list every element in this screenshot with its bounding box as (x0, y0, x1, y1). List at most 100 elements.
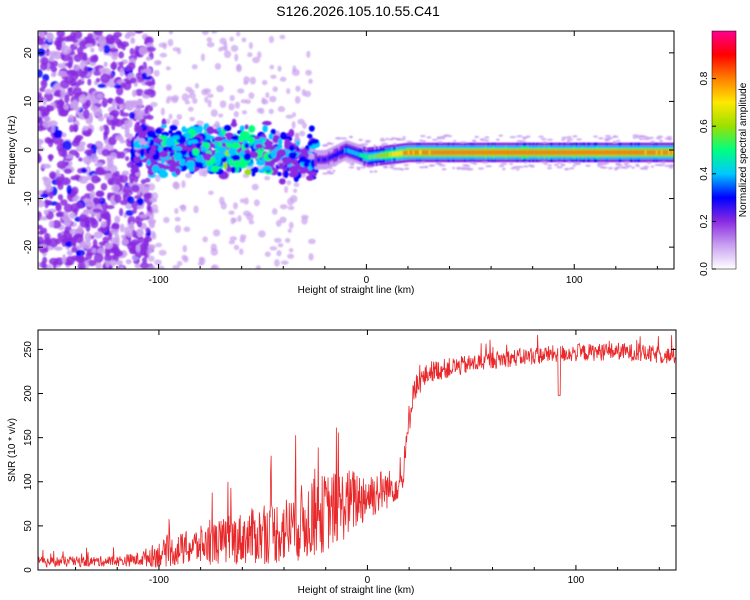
spectrogram-tone-cell (343, 148, 346, 154)
spectrogram-fringe-cell (400, 168, 404, 171)
spectrogram-noise-cell (82, 155, 92, 165)
spectrogram-noise-cell (38, 48, 46, 57)
spectrogram-fringe-cell (373, 170, 378, 173)
spectrogram-noise-cell (303, 90, 312, 98)
spectrogram-tone-cell (384, 153, 387, 158)
spectrogram-fringe-cell (385, 137, 390, 141)
spectrogram-noise-cell (199, 256, 206, 265)
spectrogram-tone-cell (578, 150, 582, 155)
spectrogram-tone-cell (437, 150, 441, 155)
spectrogram-noise-cell (182, 245, 188, 253)
spectrogram-signal-cell (218, 152, 225, 159)
spectrogram-signal-cell (171, 146, 178, 151)
spectrogram-tone-cell (364, 154, 367, 159)
spectrogram-noise-cell (176, 113, 183, 120)
spectrogram-fringe-cell (516, 135, 523, 138)
spectrogram-tone-cell (465, 150, 468, 155)
spectrogram-noise-cell (62, 36, 73, 42)
spectrogram-noise-cell (114, 215, 121, 224)
spectrogram-tone-cell (447, 150, 451, 155)
spectrogram-signal-cell (158, 145, 163, 153)
spectrogram-noise-cell (236, 63, 242, 71)
spectrogram-noise-cell (256, 107, 262, 114)
spectrogram-fringe-cell (456, 167, 461, 170)
spectrogram-tone-cell (604, 150, 608, 155)
spectrogram-noise-cell (38, 236, 44, 245)
spectrogram-signal-cell (231, 118, 237, 128)
spectrogram-noise-cell (264, 175, 271, 181)
spectrogram-tone-cell (526, 150, 529, 155)
spectrogram-tone-cell (420, 150, 423, 155)
spectrogram-noise-cell (111, 222, 120, 230)
spectrogram-noise-cell (38, 37, 43, 46)
spectrogram-tone-cell (492, 150, 496, 155)
spectrogram-fringe-cell (572, 164, 576, 167)
spectrogram-noise-cell (107, 78, 116, 88)
spectrogram-noise-cell (228, 103, 235, 111)
spectrogram-noise-cell (191, 64, 198, 70)
spectrogram-noise-cell (91, 247, 97, 254)
spectrogram-x-tick-label: 100 (566, 275, 583, 286)
spectrogram-signal-cell (278, 162, 285, 170)
spectrogram-noise-cell (128, 172, 135, 182)
spectrogram-fringe-cell (419, 139, 423, 142)
spectrogram-fringe-cell (348, 135, 353, 139)
spectrogram-noise-cell (230, 44, 239, 52)
spectrogram-fringe-cell (638, 135, 646, 138)
spectrogram-tone-cell (543, 150, 547, 155)
spectrogram-tone-cell (424, 150, 427, 155)
spectrogram-fringe-cell (564, 168, 568, 171)
spectrogram-tone-cell (581, 150, 584, 155)
spectrogram-noise-cell (40, 57, 49, 66)
spectrogram-tone-cell (582, 150, 585, 155)
spectrogram-tone-cell (410, 150, 413, 155)
spectrogram-noise-cell (60, 199, 68, 206)
spectrogram-signal-cell (284, 139, 291, 146)
spectrogram-tone-cell (611, 150, 614, 155)
spectrogram-noise-cell (143, 239, 149, 249)
spectrogram-tone-cell (376, 153, 380, 159)
spectrogram-noise-cell (150, 101, 158, 108)
spectrogram-tone-cell (440, 150, 443, 155)
spectrogram-tone-cell (577, 150, 580, 155)
spectrogram-signal-cell (310, 159, 316, 168)
spectrogram-tone-cell (358, 152, 361, 157)
spectrogram-tone-cell (513, 150, 517, 155)
spectrogram-noise-cell (38, 147, 45, 152)
spectrogram-tone-cell (361, 153, 365, 158)
spectrogram-fringe-cell (336, 137, 340, 140)
spectrogram-tone-cell (324, 157, 327, 162)
spectrogram-noise-cell (118, 61, 124, 66)
spectrogram-fringe-cell (348, 162, 355, 165)
spectrogram-fringe-cell (484, 136, 490, 139)
spectrogram-noise-cell (102, 236, 110, 243)
spectrogram-fringe-cell (615, 162, 621, 166)
spectrogram-noise-cell (173, 181, 181, 190)
spectrogram-fringe-cell (345, 160, 351, 163)
spectrogram-fringe-cell (471, 139, 476, 142)
spectrogram-noise-cell (135, 88, 144, 97)
spectrogram-tone-cell (586, 150, 589, 155)
spectrogram-tone-cell (591, 150, 594, 155)
spectrogram-tone-cell (480, 150, 483, 155)
spectrogram-tone-cell (668, 150, 671, 155)
spectrogram-fringe-cell (600, 162, 608, 166)
spectrogram-fringe-cell (404, 167, 410, 170)
colorbar-tick-label: 0.6 (699, 119, 710, 133)
spectrogram-signal-cell (288, 144, 295, 152)
spectrogram-noise-cell (105, 260, 110, 268)
spectrogram-noise-cell (233, 110, 239, 118)
spectrogram-noise-cell (108, 115, 114, 120)
spectrogram-tone-cell (652, 150, 655, 155)
spectrogram-noise-cell (155, 174, 161, 183)
spectrogram-signal-cell (165, 138, 175, 147)
spectrogram-fringe-cell (498, 134, 504, 137)
spectrogram-noise-cell (55, 169, 60, 177)
spectrogram-tone-cell (585, 150, 588, 155)
spectrogram-tone-cell (602, 150, 605, 155)
spectrogram-signal-cell (252, 166, 259, 172)
spectrogram-noise-cell (116, 260, 123, 266)
spectrogram-fringe-cell (614, 167, 619, 170)
spectrogram-tone-cell (466, 150, 469, 155)
spectrogram-noise-cell (101, 97, 108, 108)
